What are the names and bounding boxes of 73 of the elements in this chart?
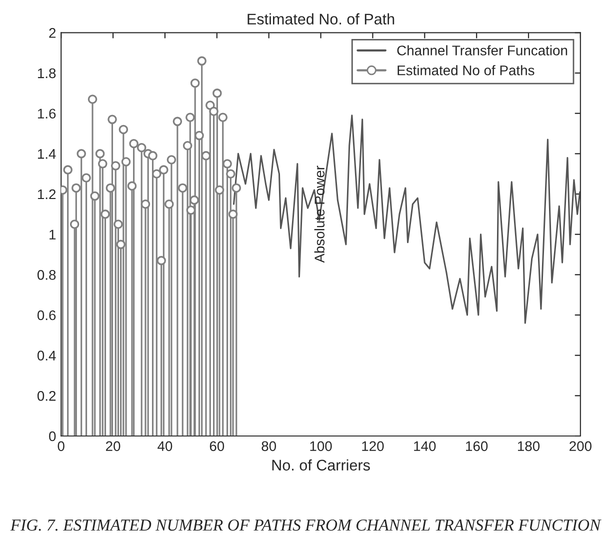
y-tick-label: 0.4 bbox=[37, 350, 56, 361]
point bbox=[136, 142, 146, 152]
point bbox=[108, 114, 117, 124]
legend-label: Estimated No of Paths bbox=[398, 65, 534, 76]
point bbox=[140, 199, 150, 209]
x-tick-label: 180 bbox=[518, 441, 540, 452]
y-tick-label: 0.8 bbox=[37, 270, 56, 280]
point bbox=[172, 116, 182, 126]
point bbox=[182, 140, 192, 150]
x-tick-label: 60 bbox=[210, 441, 224, 452]
chart-title: Estimated No. of Path bbox=[248, 13, 394, 25]
point bbox=[129, 138, 138, 148]
y-tick-label: 0.6 bbox=[37, 310, 56, 320]
caption: FIG. 7. ESTIMATED NUMBER OF PATHS FROM CHANNEL TRANSFER FUNCTION bbox=[10, 520, 602, 531]
x-tick-label: 0 bbox=[58, 441, 64, 452]
point bbox=[166, 155, 176, 164]
point bbox=[148, 151, 158, 160]
y-tick-label: 1 bbox=[50, 230, 56, 240]
y-tick-label: 0 bbox=[49, 431, 56, 442]
point bbox=[72, 183, 81, 193]
point bbox=[159, 165, 168, 174]
point bbox=[90, 191, 100, 201]
point bbox=[178, 183, 188, 193]
point bbox=[222, 159, 232, 168]
point bbox=[114, 220, 123, 229]
x-tick-label: 80 bbox=[262, 441, 276, 452]
point bbox=[156, 256, 166, 266]
y-tick-label: 0.2 bbox=[37, 391, 56, 401]
point bbox=[214, 185, 224, 195]
point bbox=[190, 195, 199, 205]
x-tick-label: 20 bbox=[106, 441, 120, 452]
point bbox=[95, 149, 105, 158]
point bbox=[82, 173, 91, 183]
point bbox=[190, 78, 200, 88]
point bbox=[164, 199, 174, 209]
x-tick-label: 120 bbox=[362, 441, 384, 452]
x-tick-label: 100 bbox=[310, 441, 332, 452]
point bbox=[110, 161, 120, 170]
line-series bbox=[233, 114, 580, 324]
point bbox=[76, 149, 86, 158]
point bbox=[197, 56, 206, 66]
point bbox=[63, 165, 73, 174]
legend-label: Channel Transfer Funcation bbox=[397, 45, 568, 56]
y-tick-label: 1.6 bbox=[38, 108, 56, 119]
y-tick-label: 1.8 bbox=[38, 68, 56, 78]
point bbox=[118, 124, 128, 134]
y-tick-label: 1.2 bbox=[38, 189, 56, 200]
point bbox=[98, 159, 108, 168]
point bbox=[201, 151, 211, 160]
point bbox=[228, 210, 238, 219]
point bbox=[116, 240, 126, 250]
y-tick-label: 2 bbox=[49, 28, 56, 38]
annotation: Absolute Power bbox=[314, 166, 325, 263]
point bbox=[212, 88, 222, 98]
point bbox=[186, 112, 195, 122]
point bbox=[70, 220, 80, 229]
point bbox=[127, 181, 137, 191]
x-tick-label: 40 bbox=[158, 441, 172, 452]
x-tick-label: 160 bbox=[466, 441, 488, 452]
point bbox=[194, 130, 204, 140]
x-axis-title: No. of Carriers bbox=[272, 459, 370, 471]
point bbox=[218, 112, 228, 122]
x-tick-label: 200 bbox=[570, 441, 592, 452]
point bbox=[209, 106, 218, 116]
point bbox=[106, 183, 116, 193]
point bbox=[121, 157, 131, 166]
point bbox=[226, 169, 236, 179]
x-tick-label: 140 bbox=[414, 441, 436, 452]
point bbox=[152, 169, 162, 179]
point bbox=[232, 183, 242, 193]
point bbox=[88, 94, 98, 104]
y-tick-label: 1.4 bbox=[38, 149, 56, 159]
point bbox=[100, 210, 110, 219]
